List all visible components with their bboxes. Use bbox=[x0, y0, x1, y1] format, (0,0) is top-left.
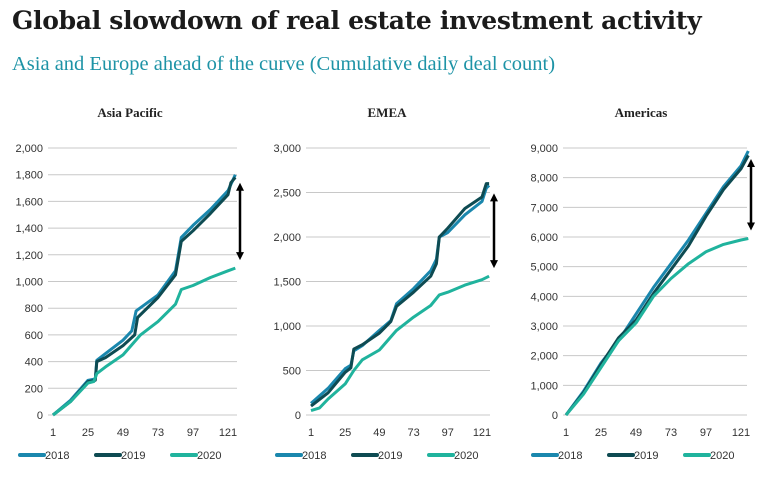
y-tick-label: 1,000 bbox=[15, 277, 43, 289]
x-tick-label: 25 bbox=[595, 427, 607, 439]
page-title: Global slowdown of real estate investmen… bbox=[12, 6, 702, 35]
x-tick-label: 73 bbox=[665, 427, 677, 439]
legend-label-2019: 2019 bbox=[121, 450, 145, 462]
series-line-2018 bbox=[52, 174, 237, 417]
y-tick-label: 1,000 bbox=[273, 321, 301, 333]
y-tick-label: 2,000 bbox=[15, 143, 43, 155]
legend: 2018 2019 2020 bbox=[531, 450, 734, 462]
y-tick-label: 1,400 bbox=[15, 223, 43, 235]
y-tick-label: 500 bbox=[283, 366, 301, 378]
y-tick-label: 1,000 bbox=[530, 380, 558, 392]
chart-panel-asia-pacific: Asia Pacific 0 200 400 600 800 1,000 1,200 1,400… bbox=[15, 105, 244, 462]
y-tick-label: 5,000 bbox=[530, 262, 558, 274]
gap-arrow bbox=[747, 158, 755, 231]
arrowhead-down bbox=[490, 260, 498, 269]
arrowhead-down bbox=[236, 252, 244, 261]
series-line-2019 bbox=[310, 182, 490, 408]
series-line-2019 bbox=[564, 154, 750, 416]
arrowhead-up bbox=[747, 158, 755, 167]
y-tick-label: 800 bbox=[25, 303, 43, 315]
y-tick-label: 1,200 bbox=[15, 250, 43, 262]
y-tick-label: 4,000 bbox=[530, 291, 558, 303]
y-tick-label: 3,000 bbox=[530, 321, 558, 333]
chart-panel-americas: Americas 0 1,000 2,000 3,000 4,000 5,000 6,000 7… bbox=[530, 105, 755, 462]
x-tick-label: 121 bbox=[219, 427, 237, 439]
legend-label-2019: 2019 bbox=[378, 450, 402, 462]
x-tick-label: 1 bbox=[308, 427, 314, 439]
x-tick-label: 121 bbox=[732, 427, 750, 439]
panel-title: Americas bbox=[615, 105, 668, 120]
x-tick-label: 25 bbox=[82, 427, 94, 439]
y-tick-label: 1,600 bbox=[15, 196, 43, 208]
y-tick-label: 3,000 bbox=[273, 143, 301, 155]
legend-label-2019: 2019 bbox=[634, 450, 658, 462]
x-tick-label: 25 bbox=[339, 427, 351, 439]
y-tick-label: 400 bbox=[25, 357, 43, 369]
panel-title: EMEA bbox=[368, 105, 408, 120]
y-tick-label: 0 bbox=[552, 410, 558, 422]
x-tick-label: 1 bbox=[563, 427, 569, 439]
series-line-2020 bbox=[564, 237, 749, 416]
legend-label-2020: 2020 bbox=[454, 450, 478, 462]
x-tick-label: 1 bbox=[50, 427, 56, 439]
legend: 2018 2019 2020 bbox=[18, 450, 221, 462]
series-line-2020 bbox=[310, 274, 490, 413]
arrowhead-up bbox=[490, 193, 498, 202]
chart-panel-emea: EMEA 0 500 1,000 1,500 2,000 2,500 3,000 1 25 49 73… bbox=[273, 105, 498, 462]
y-tick-label: 2,000 bbox=[273, 232, 301, 244]
x-tick-label: 49 bbox=[373, 427, 385, 439]
legend-label-2020: 2020 bbox=[710, 450, 734, 462]
x-tick-label: 73 bbox=[152, 427, 164, 439]
y-tick-label: 0 bbox=[37, 410, 43, 422]
arrowhead-up bbox=[236, 182, 244, 191]
y-tick-label: 1,800 bbox=[15, 170, 43, 182]
y-tick-label: 0 bbox=[295, 410, 301, 422]
legend-label-2018: 2018 bbox=[45, 450, 69, 462]
y-tick-label: 8,000 bbox=[530, 173, 558, 185]
legend: 2018 2019 2020 bbox=[275, 450, 478, 462]
series-line-2020 bbox=[52, 266, 236, 417]
x-tick-label: 49 bbox=[117, 427, 129, 439]
x-tick-label: 49 bbox=[630, 427, 642, 439]
gap-arrow bbox=[236, 182, 244, 261]
x-tick-label: 97 bbox=[442, 427, 454, 439]
y-tick-label: 9,000 bbox=[530, 143, 558, 155]
legend-label-2018: 2018 bbox=[558, 450, 582, 462]
x-tick-label: 97 bbox=[187, 427, 199, 439]
x-tick-label: 73 bbox=[407, 427, 419, 439]
y-tick-label: 2,000 bbox=[530, 351, 558, 363]
legend-label-2020: 2020 bbox=[197, 450, 221, 462]
y-tick-label: 200 bbox=[25, 383, 43, 395]
y-tick-label: 1,500 bbox=[273, 277, 301, 289]
legend-label-2018: 2018 bbox=[302, 450, 326, 462]
y-tick-label: 6,000 bbox=[530, 232, 558, 244]
gap-arrow bbox=[490, 193, 498, 269]
x-tick-label: 97 bbox=[700, 427, 712, 439]
y-tick-label: 2,500 bbox=[273, 188, 301, 200]
arrowhead-down bbox=[747, 222, 755, 231]
x-tick-label: 121 bbox=[473, 427, 491, 439]
y-tick-label: 600 bbox=[25, 330, 43, 342]
panel-title: Asia Pacific bbox=[97, 105, 163, 120]
y-tick-label: 7,000 bbox=[530, 202, 558, 214]
page-subtitle: Asia and Europe ahead of the curve (Cumu… bbox=[12, 53, 556, 75]
